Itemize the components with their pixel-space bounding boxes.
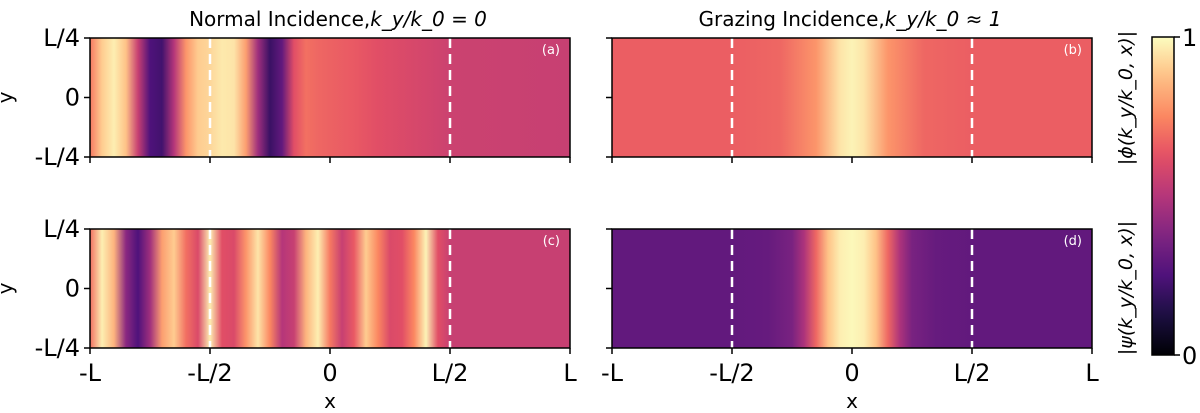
y-tick-label: L/4: [43, 215, 80, 243]
panel-a: (a) L/4 0 -L/4 y: [0, 24, 571, 171]
panel-b: (b): [606, 37, 1093, 163]
x-axis-label: x: [324, 389, 336, 413]
heatmap-d: [612, 229, 1092, 348]
panel-c: (c) -L -L/2 0 L/2 Lx L/4 0 -L/4 y: [0, 215, 577, 413]
x-tick-label: L/2: [954, 359, 991, 387]
x-axis-label: x: [846, 389, 858, 413]
heatmap-c: [90, 229, 570, 348]
panel-d: (d) -L -L/2 0 L/2 Lx: [601, 228, 1099, 413]
x-tick-label: -L/2: [709, 359, 754, 387]
panel-label: (c): [543, 234, 560, 249]
x-tick-label: L/2: [432, 359, 469, 387]
y-tick-label: 0: [65, 275, 80, 303]
colorbar-label-psi: |ψ(k_y/k_0, x)|: [1115, 221, 1137, 355]
title-right: Grazing Incidence,k_y/k_0 ≈ 1: [699, 7, 1002, 31]
y-tick-label: -L/4: [35, 334, 80, 362]
x-tick-label: 0: [844, 359, 859, 387]
title-left-math: k_y/k_0 = 0: [370, 7, 487, 31]
panel-label: (b): [1064, 43, 1082, 58]
y-tick-label: -L/4: [35, 143, 80, 171]
panels: (a)L/40-L/4y(b)(c)-L-L/20L/2LxL/40-L/4y(…: [0, 24, 1099, 413]
colorbar-label-phi: |ϕ(k_y/k_0, x)|: [1115, 31, 1137, 165]
y-axis-label: y: [0, 91, 17, 103]
title-left: Normal Incidence,k_y/k_0 = 0: [189, 7, 487, 31]
colorbar-tick-label-max: 1: [1182, 24, 1197, 52]
y-axis-label: y: [0, 282, 17, 294]
x-tick-label: L: [563, 359, 577, 387]
heatmap-a: [90, 38, 570, 157]
x-tick-label: 0: [322, 359, 337, 387]
title-right-math: k_y/k_0 ≈ 1: [885, 7, 1002, 31]
x-tick-label: -L: [601, 359, 624, 387]
y-tick-label: 0: [65, 84, 80, 112]
panel-label: (a): [542, 43, 560, 58]
x-tick-label: -L/2: [187, 359, 232, 387]
colorbar-gradient: [1151, 36, 1175, 356]
x-tick-label: -L: [79, 359, 102, 387]
heatmap-b: [612, 38, 1092, 157]
panel-label: (d): [1064, 234, 1082, 249]
colorbar-tick-label-min: 0: [1182, 342, 1197, 370]
x-tick-label: L: [1085, 359, 1099, 387]
y-tick-label: L/4: [43, 24, 80, 52]
colorbar: 1 0: [1151, 24, 1197, 370]
